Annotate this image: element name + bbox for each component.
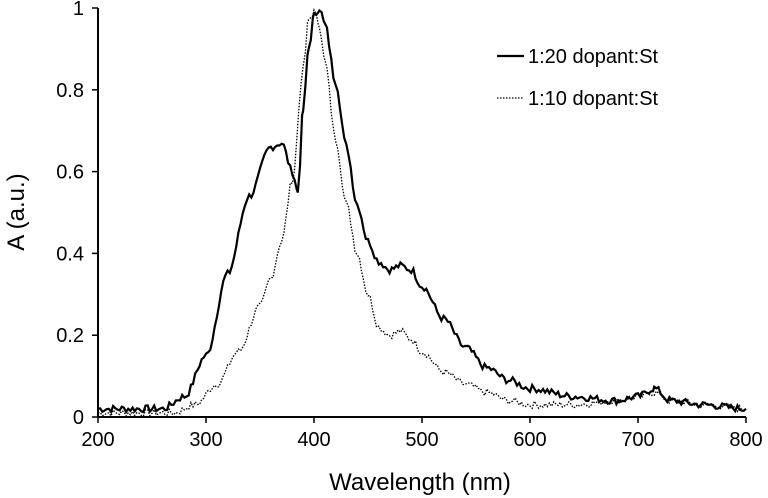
x-tick-label: 200 [81, 429, 114, 451]
x-tick-label: 400 [297, 429, 330, 451]
x-axis-title: Wavelength (nm) [329, 469, 511, 496]
x-tick-label: 800 [729, 429, 762, 451]
y-tick-label: 0.8 [56, 80, 84, 102]
x-tick-label: 500 [405, 429, 438, 451]
y-tick-label: 0.2 [56, 325, 84, 347]
x-ticks: 200 300 400 500 600 700 800 [81, 417, 763, 451]
y-ticks: 0 0.2 0.4 0.6 0.8 1 [56, 0, 98, 429]
x-tick-label: 700 [621, 429, 654, 451]
legend-label-1: 1:20 dopant:St [528, 46, 659, 68]
x-tick-label: 300 [189, 429, 222, 451]
plot-frame [97, 8, 746, 418]
y-tick-label: 1 [73, 0, 84, 20]
y-tick-label: 0.6 [56, 162, 84, 184]
y-tick-label: 0 [73, 407, 84, 429]
legend-label-2: 1:10 dopant:St [528, 88, 659, 110]
legend: 1:20 dopant:St 1:10 dopant:St [497, 46, 659, 110]
series-line-1 [97, 8, 747, 415]
x-tick-label: 600 [513, 429, 546, 451]
series-line-2 [97, 8, 747, 418]
series-lines [97, 8, 747, 418]
y-axis-title: A (a.u.) [3, 173, 30, 250]
y-tick-label: 0.4 [56, 243, 84, 265]
